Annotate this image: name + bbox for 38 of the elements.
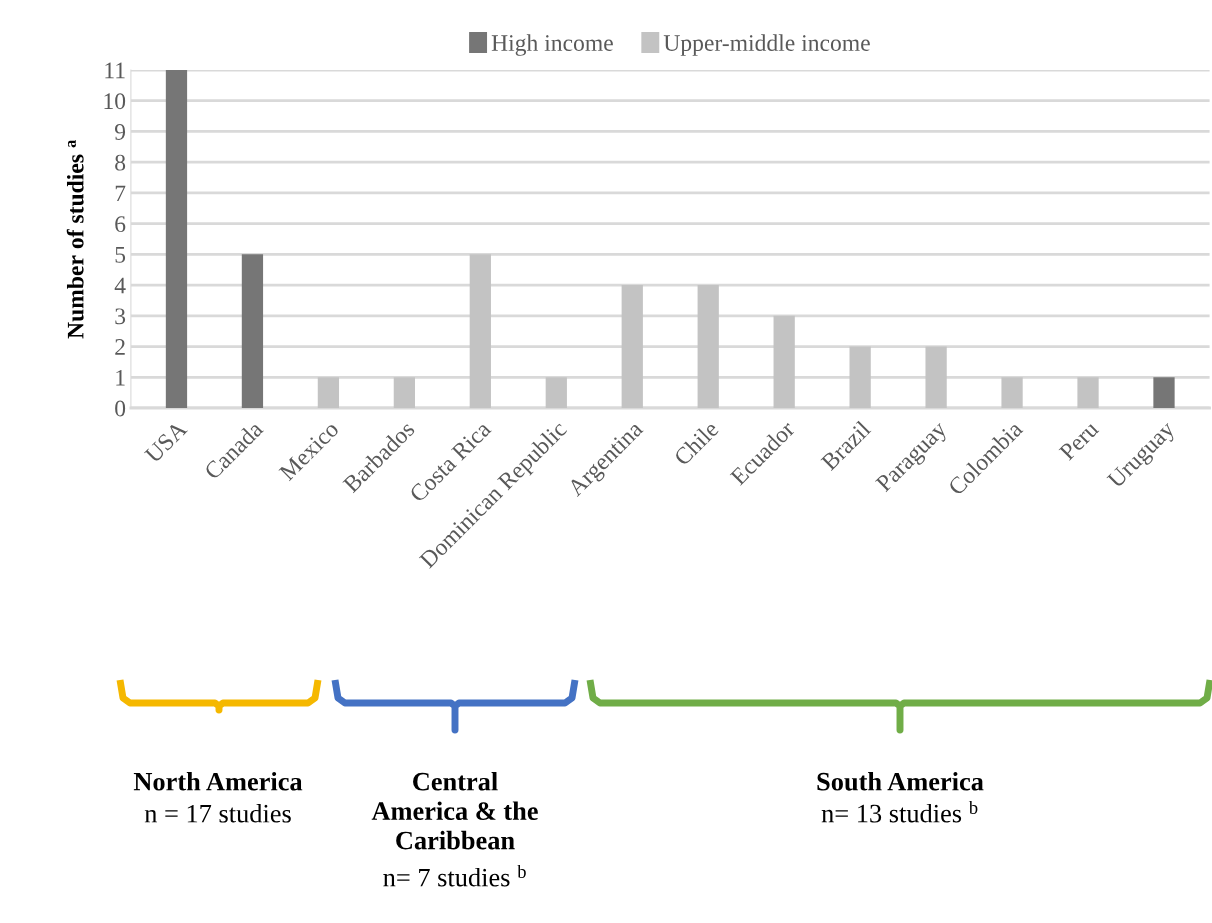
y-tick-label: 4 (114, 277, 126, 294)
y-tick-label: 2 (115, 339, 125, 355)
x-tick-label: Chile (672, 419, 720, 467)
bar (1001, 377, 1023, 408)
y-tick-label: 7 (115, 185, 126, 202)
y-tick-label: 11 (105, 62, 125, 79)
text: n = 17 studies (144, 804, 291, 823)
bar (621, 285, 643, 408)
bar (697, 285, 719, 408)
bar (393, 377, 415, 408)
x-tick-label: USA (143, 419, 189, 464)
y-tick-label: 1 (116, 369, 125, 386)
bar (1077, 377, 1099, 408)
y-tick-label: 0 (115, 400, 126, 417)
text: n= 13 studies $^{b}$ (821, 800, 978, 823)
text: Central America & the Caribbean (371, 772, 538, 850)
bar (241, 254, 264, 408)
bar (925, 346, 947, 408)
bar (849, 346, 871, 408)
y-tick-label: 9 (114, 124, 126, 140)
bar (545, 377, 567, 408)
x-tick-label: Peru (1058, 420, 1100, 461)
bar (317, 377, 340, 408)
bar (469, 254, 491, 408)
bar (165, 70, 188, 408)
text: South America (817, 772, 984, 791)
y-tick-label: 3 (115, 308, 126, 325)
bar (1153, 377, 1175, 408)
text: North America (133, 772, 303, 791)
y-tick-label: 5 (115, 247, 126, 263)
text: n= 7 studies $^{b}$ (383, 864, 526, 887)
y-axis-title: Number of studies $^{a}$ (66, 139, 84, 339)
y-tick-label: 10 (104, 93, 126, 110)
legend-label: High income (491, 34, 613, 56)
legend-label: Upper-middle income (663, 34, 870, 56)
bar (773, 315, 795, 408)
y-tick-label: 8 (115, 154, 126, 171)
y-tick-label: 6 (115, 216, 126, 233)
